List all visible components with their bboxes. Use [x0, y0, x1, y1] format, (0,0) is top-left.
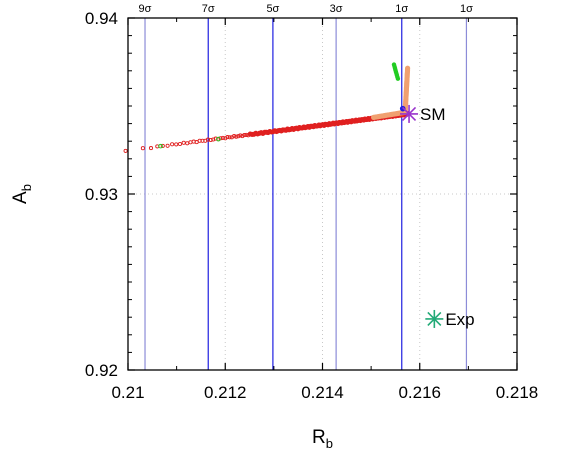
- data-point-red: [234, 134, 239, 139]
- data-point-red: [242, 133, 247, 138]
- data-point-green: [158, 143, 163, 149]
- sigma-label: 1σ: [395, 3, 408, 15]
- y-axis-title-subscript: b: [19, 184, 34, 191]
- data-point-red: [240, 134, 245, 139]
- sigma-label: 3σ: [330, 3, 343, 15]
- sigma-lines: 9σ 7σ 5σ 3σ 1σ 1σ: [139, 3, 473, 370]
- data-point-red: [140, 146, 145, 151]
- data-point-red: [227, 135, 232, 140]
- data-point-red: [232, 134, 237, 139]
- data-point-green: [395, 76, 401, 81]
- data-point-red: [148, 146, 154, 151]
- data-point-red: [160, 143, 165, 148]
- y-axis-title: Ab: [10, 184, 34, 204]
- x-axis-title-main: R: [312, 427, 326, 448]
- data-point-red: [205, 137, 211, 142]
- x-axis-title-subscript: b: [326, 436, 333, 449]
- y-tick-label: 0.92: [85, 361, 118, 380]
- marker-label-exp: Exp: [445, 310, 474, 329]
- data-point-red: [123, 148, 128, 153]
- markers: SM Exp: [400, 104, 475, 329]
- x-axis-title: Rb: [312, 427, 333, 449]
- data-point-red: [177, 141, 183, 147]
- data-point-red: [213, 136, 218, 141]
- data-point-red: [225, 135, 230, 140]
- sigma-label: 5σ: [266, 3, 279, 15]
- y-tick-label: 0.94: [85, 9, 118, 28]
- ticks: [127, 17, 518, 371]
- marker-label-sm: SM: [420, 105, 446, 124]
- x-tick-label: 0.218: [496, 383, 539, 402]
- sigma-label: 7σ: [202, 3, 215, 15]
- star-marker-exp: [425, 309, 444, 328]
- data-point-red: [238, 133, 243, 138]
- y-axis-title-main: A: [10, 191, 31, 204]
- data-point-red: [170, 142, 175, 147]
- x-tick-label: 0.214: [301, 383, 344, 402]
- tick-labels: 0.21 0.212 0.214 0.216 0.218 0.92 0.93 0.94: [85, 9, 538, 402]
- data-point-green: [216, 136, 221, 142]
- sigma-label: 1σ: [460, 3, 473, 15]
- data-point-red: [165, 143, 170, 148]
- x-tick-label: 0.21: [111, 383, 144, 402]
- data-point-red: [236, 134, 241, 139]
- data-point-red: [220, 135, 225, 140]
- star-marker-sm: [400, 104, 419, 123]
- y-tick-label: 0.93: [85, 185, 118, 204]
- data-point-red: [174, 142, 179, 147]
- data-point-red: [208, 137, 213, 143]
- grid: [128, 18, 517, 370]
- star-stroke: [427, 311, 442, 327]
- x-tick-label: 0.216: [398, 383, 441, 402]
- data-point-red: [218, 136, 223, 141]
- star-stroke: [402, 106, 417, 121]
- sigma-label: 9σ: [139, 3, 152, 15]
- x-tick-label: 0.212: [204, 383, 247, 402]
